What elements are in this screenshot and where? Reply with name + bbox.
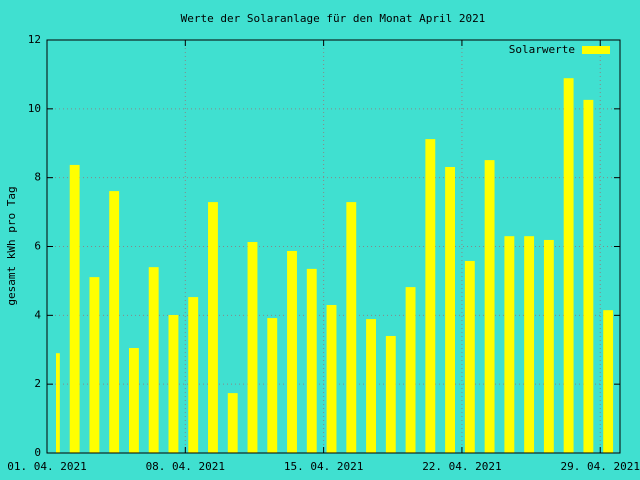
y-axis-label: gesamt kWh pro Tag [5, 186, 18, 305]
bar [346, 202, 357, 453]
legend-swatch [582, 46, 610, 54]
x-tick-label: 22. 04. 2021 [422, 460, 501, 473]
bar [247, 242, 258, 453]
bar [208, 202, 218, 453]
bar [69, 164, 80, 453]
y-tick-label: 10 [28, 102, 41, 115]
bar [563, 78, 574, 453]
bar [306, 268, 317, 453]
bar [464, 260, 475, 453]
y-tick-label: 6 [34, 240, 41, 253]
x-tick-label: 15. 04. 2021 [284, 460, 363, 473]
bar [484, 160, 495, 453]
bar [326, 305, 337, 453]
y-tick-label: 12 [28, 33, 41, 46]
plot-frame [46, 39, 621, 454]
y-tick-label: 4 [34, 308, 41, 321]
legend-label: Solarwerte [509, 43, 575, 56]
bar [445, 166, 456, 453]
bar [188, 297, 199, 453]
bar [425, 139, 436, 453]
bar [89, 277, 100, 453]
bar [267, 318, 278, 453]
bar [128, 348, 139, 453]
bar [287, 250, 297, 453]
bar [385, 335, 396, 453]
x-tick-label: 29. 04. 2021 [560, 460, 639, 473]
y-tick-label: 8 [34, 171, 41, 184]
x-tick-label: 08. 04. 2021 [146, 460, 225, 473]
y-tick-label: 0 [34, 446, 41, 459]
y-tick-label: 2 [34, 377, 41, 390]
x-tick-label: 01. 04. 2021 [7, 460, 86, 473]
bar [148, 267, 159, 453]
chart-title: Werte der Solaranlage für den Monat Apri… [181, 12, 486, 25]
bar [227, 393, 238, 453]
bar [405, 287, 416, 453]
bar [524, 236, 535, 453]
bar [109, 191, 120, 453]
bar [56, 353, 60, 453]
bar [543, 239, 554, 453]
bar [583, 99, 594, 453]
bar [603, 310, 614, 453]
bar [504, 236, 515, 453]
bar [168, 314, 179, 453]
bar [366, 319, 376, 453]
